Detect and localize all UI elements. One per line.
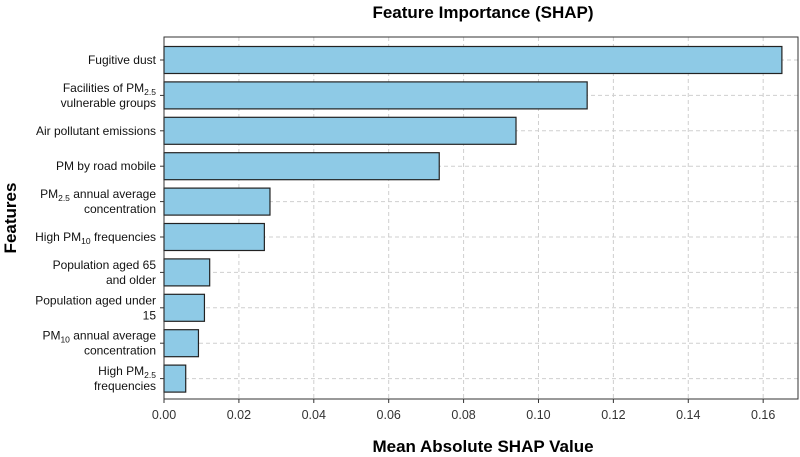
bar-layer bbox=[163, 45, 783, 393]
bar-10 bbox=[163, 364, 187, 393]
category-label: PM by road mobile bbox=[56, 159, 156, 173]
plot-frame bbox=[163, 36, 799, 400]
x-tick-label: 0.02 bbox=[227, 408, 251, 422]
bar-4 bbox=[163, 152, 440, 181]
x-tick-label: 0.06 bbox=[377, 408, 401, 422]
x-tick-label: 0.14 bbox=[676, 408, 700, 422]
x-tick-label: 0.08 bbox=[451, 408, 475, 422]
category-label: High PM10 frequencies bbox=[35, 230, 156, 246]
x-tick-label: 0.12 bbox=[601, 408, 625, 422]
x-tick-layer: 0.00 0.02 0.04 0.06 0.08 0.10 0.12 0.14 0.16 bbox=[152, 399, 775, 422]
category-label: PM10 annual average concentration bbox=[42, 329, 156, 358]
category-label: Fugitive dust bbox=[88, 53, 157, 67]
chart-title: Feature Importance (SHAP) bbox=[372, 3, 593, 22]
bar-7 bbox=[163, 258, 211, 287]
bar-9 bbox=[163, 329, 200, 358]
category-label: Air pollutant emissions bbox=[36, 124, 156, 138]
bar-6 bbox=[163, 222, 265, 252]
bar-2 bbox=[163, 81, 588, 110]
x-tick-label: 0.00 bbox=[152, 408, 176, 422]
category-label: Population aged under 15 bbox=[35, 293, 156, 322]
bar-1 bbox=[163, 45, 783, 75]
y-axis-label: Features bbox=[1, 183, 20, 254]
x-axis-label: Mean Absolute SHAP Value bbox=[372, 437, 593, 456]
category-label: Facilities of PM2.5 vulnerable groups bbox=[61, 81, 157, 110]
bar-8 bbox=[163, 293, 206, 322]
category-label: Population aged 65 and older bbox=[53, 258, 157, 287]
category-label: High PM2.5 frequencies bbox=[94, 364, 156, 393]
category-label: PM2.5 annual average concentration bbox=[40, 187, 156, 216]
x-tick-label: 0.04 bbox=[302, 408, 326, 422]
bar-3 bbox=[163, 116, 517, 145]
bar-5 bbox=[163, 187, 271, 216]
x-tick-label: 0.16 bbox=[751, 408, 775, 422]
category-label-layer: Fugitive dust Facilities of PM2.5 vulnerab… bbox=[35, 53, 164, 393]
x-tick-label: 0.10 bbox=[526, 408, 550, 422]
